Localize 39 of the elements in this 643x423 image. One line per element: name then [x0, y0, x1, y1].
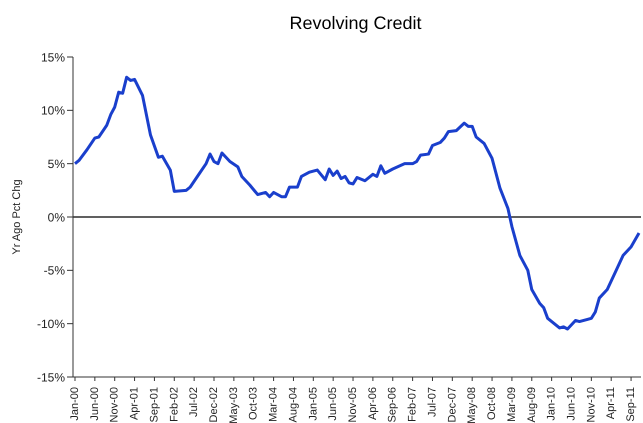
x-tick-label: Feb-02 — [168, 387, 180, 422]
x-tick-label: Apr-06 — [366, 387, 379, 420]
y-tick-label: 0% — [48, 210, 66, 224]
x-tick-label: Dec-07 — [446, 387, 458, 422]
x-tick-label: Sep-11 — [625, 387, 638, 422]
x-tick-label: Jun-00 — [88, 387, 101, 421]
x-tick-label: Nov-10 — [585, 387, 598, 422]
chart-title: Revolving Credit — [288, 12, 423, 35]
x-tick-label: Nov-00 — [108, 387, 121, 422]
x-tick-label: Mar-04 — [268, 387, 280, 422]
x-tick-label: Apr-01 — [128, 387, 141, 420]
y-tick-label: -5% — [44, 264, 66, 278]
x-tick-label: Oct-03 — [248, 387, 260, 420]
y-tick-label: -10% — [36, 316, 66, 331]
line-series — [73, 76, 641, 330]
x-tick-label: Aug-04 — [287, 387, 300, 422]
x-tick-label: May-08 — [466, 387, 478, 423]
x-tick-label: Jan-10 — [546, 387, 558, 421]
x-tick-label: Aug-09 — [526, 387, 538, 422]
x-tick-label: Mar-09 — [506, 387, 518, 422]
x-tick-label: Oct-08 — [486, 387, 498, 420]
y-tick-label: 5% — [48, 156, 66, 171]
x-tick-label: Dec-02 — [208, 387, 220, 422]
x-tick-label: Sep-01 — [148, 387, 160, 422]
x-tick-label: Jul-07 — [426, 387, 438, 417]
x-tick-label: Apr-11 — [605, 387, 618, 420]
x-tick-label: Jun-05 — [327, 387, 340, 421]
x-tick-label: Jan-05 — [307, 387, 320, 421]
y-axis-title: Yr Ago Pct Chg — [10, 179, 23, 255]
y-tick-label: 15% — [40, 50, 66, 64]
y-tick-label: -15% — [36, 370, 66, 384]
x-tick-label: Jul-02 — [188, 387, 200, 417]
x-tick-label: May-03 — [228, 387, 240, 423]
x-tick-label: Nov-05 — [347, 387, 360, 422]
x-tick-label: Jun-10 — [565, 387, 578, 421]
y-tick-label: 10% — [40, 104, 66, 118]
x-tick-label: Feb-07 — [406, 387, 419, 422]
x-tick-label: Jan-00 — [68, 387, 81, 421]
x-tick-label: Sep-06 — [386, 387, 399, 422]
